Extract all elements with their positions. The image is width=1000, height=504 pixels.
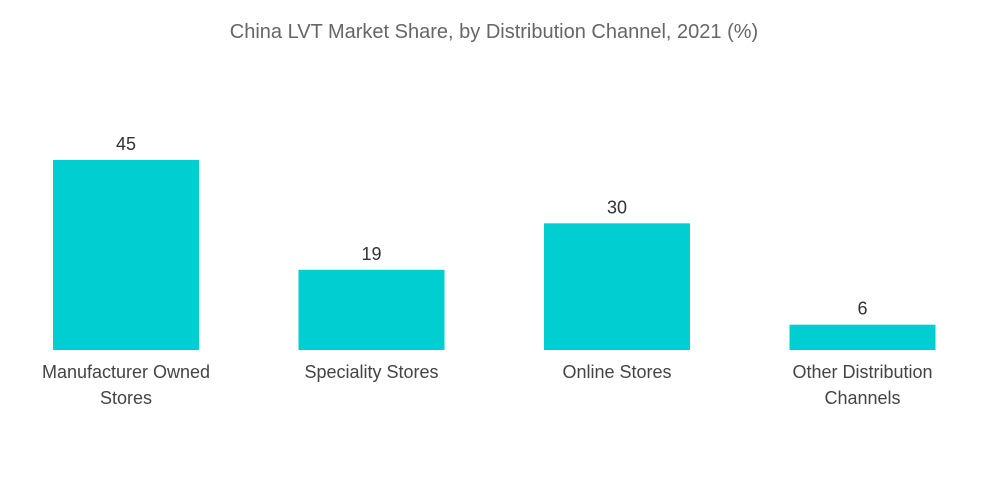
category-label-0: Manufacturer Owned Stores <box>42 362 210 408</box>
chart-title: China LVT Market Share, by Distribution … <box>230 21 758 43</box>
category-label-1: Speciality Stores <box>304 362 438 382</box>
value-label-0: 45 <box>116 134 136 154</box>
bars-group <box>53 160 936 350</box>
value-label-3: 6 <box>857 299 867 319</box>
value-labels-group: 45 19 30 6 <box>116 134 868 319</box>
bar-1 <box>298 269 445 350</box>
category-labels-group: Manufacturer Owned Stores Speciality Store… <box>42 362 933 408</box>
value-label-1: 19 <box>361 244 381 264</box>
category-label-2: Online Stores <box>562 362 671 382</box>
bar-3 <box>789 324 936 350</box>
bar-2 <box>544 223 690 350</box>
bar-0 <box>53 160 199 350</box>
category-label-3: Other Distribution Channels <box>792 362 932 408</box>
value-label-2: 30 <box>607 197 627 217</box>
